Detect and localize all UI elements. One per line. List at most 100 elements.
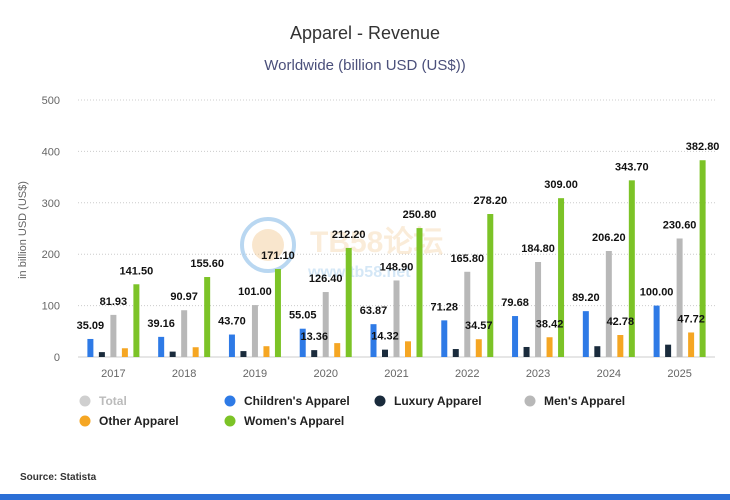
data-label: 71.28	[431, 301, 459, 313]
bar	[617, 335, 624, 357]
x-tick-label: 2022	[455, 368, 479, 380]
footer-bar	[0, 494, 730, 500]
bar	[405, 341, 411, 357]
data-label: 89.20	[572, 292, 600, 304]
bar	[98, 352, 105, 357]
watermark-logo-inner	[252, 229, 284, 261]
data-label: 155.60	[190, 258, 224, 270]
legend-marker	[374, 395, 386, 407]
legend-item[interactable]: Women's Apparel	[224, 414, 345, 428]
y-axis: 0 100 200 300 400 500	[42, 95, 60, 364]
legend: Total Children's Apparel Luxury Apparel Men…	[79, 394, 626, 428]
bar	[311, 350, 318, 357]
data-label: 278.20	[473, 195, 507, 207]
data-label: 42.78	[607, 316, 635, 328]
x-tick-label: 2023	[526, 368, 550, 380]
bar	[263, 346, 270, 357]
legend-item[interactable]: Other Apparel	[79, 414, 179, 428]
bar	[240, 351, 247, 357]
legend-label: Total	[99, 394, 127, 408]
legend-marker	[224, 395, 236, 407]
data-label: 126.40	[309, 273, 343, 285]
legend-label: Women's Apparel	[244, 414, 344, 428]
bar	[452, 349, 459, 357]
data-label: 81.93	[100, 296, 128, 308]
x-tick-label: 2018	[172, 368, 196, 380]
bar	[605, 251, 612, 357]
chart-title: Apparel - Revenue	[290, 23, 440, 43]
bar	[370, 324, 377, 357]
data-label: 79.68	[501, 297, 529, 309]
source-text[interactable]: Source: Statista	[20, 472, 97, 483]
bar	[299, 328, 306, 357]
bar	[274, 269, 281, 357]
bars	[87, 160, 706, 357]
y-tick-label: 200	[42, 249, 60, 261]
data-label: 184.80	[521, 243, 555, 255]
watermark-logo	[240, 217, 296, 273]
legend-label: Luxury Apparel	[394, 394, 482, 408]
data-label: 206.20	[592, 232, 626, 244]
bar	[535, 262, 542, 357]
bar	[169, 351, 176, 357]
bar	[192, 347, 199, 357]
data-label: 35.09	[77, 320, 105, 332]
legend-marker	[79, 395, 91, 407]
bar	[393, 280, 400, 357]
bar	[251, 305, 258, 357]
x-tick-label: 2020	[313, 368, 337, 380]
data-label: 343.70	[615, 161, 649, 173]
data-label: 55.05	[289, 310, 317, 322]
bar	[334, 343, 341, 357]
bar	[110, 314, 117, 357]
chart-subtitle: Worldwide (billion USD (US$))	[264, 57, 465, 74]
bar	[133, 284, 140, 357]
legend-marker	[79, 415, 91, 427]
y-tick-label: 0	[54, 352, 60, 364]
bar	[322, 292, 329, 357]
legend-item[interactable]: Men's Apparel	[524, 394, 626, 408]
x-tick-label: 2017	[101, 368, 125, 380]
data-label: 148.90	[380, 261, 414, 273]
data-label: 141.50	[120, 265, 154, 277]
data-label: 39.16	[147, 318, 175, 330]
bar	[204, 277, 211, 357]
bar	[87, 338, 94, 357]
bar	[546, 337, 553, 357]
data-label: 63.87	[360, 305, 388, 317]
data-label: 14.32	[371, 331, 399, 343]
bar	[676, 238, 683, 357]
y-tick-label: 500	[42, 95, 60, 107]
bar	[523, 346, 530, 357]
x-tick-label: 2019	[243, 368, 267, 380]
legend-marker	[524, 395, 536, 407]
bar	[688, 332, 695, 357]
data-label: 250.80	[403, 209, 437, 221]
bar	[582, 311, 589, 357]
watermark-url: www.tb58.net	[307, 264, 411, 281]
legend-label: Children's Apparel	[244, 394, 350, 408]
bar	[345, 247, 352, 357]
legend-item[interactable]: Luxury Apparel	[374, 394, 482, 408]
data-labels: 35.09 81.93 141.50 39.16 90.97 155.60 43.70 101…	[77, 141, 720, 343]
bar	[441, 320, 448, 357]
data-label: 47.72	[677, 313, 705, 325]
bar	[699, 160, 706, 357]
legend-item[interactable]: Total	[79, 394, 127, 408]
x-tick-label: 2025	[667, 368, 691, 380]
legend-label: Men's Apparel	[544, 394, 625, 408]
data-label: 90.97	[170, 291, 198, 303]
data-label: 43.70	[218, 316, 246, 328]
bar	[121, 348, 128, 357]
data-label: 38.42	[536, 318, 564, 330]
x-tick-label: 2021	[384, 368, 408, 380]
y-tick-label: 100	[42, 301, 60, 313]
data-label: 34.57	[465, 320, 493, 332]
data-label: 13.36	[300, 331, 328, 343]
bar	[382, 349, 388, 357]
data-label: 100.00	[640, 287, 674, 299]
legend-item[interactable]: Children's Apparel	[224, 394, 350, 408]
y-tick-label: 400	[42, 146, 60, 158]
bar	[628, 180, 635, 357]
